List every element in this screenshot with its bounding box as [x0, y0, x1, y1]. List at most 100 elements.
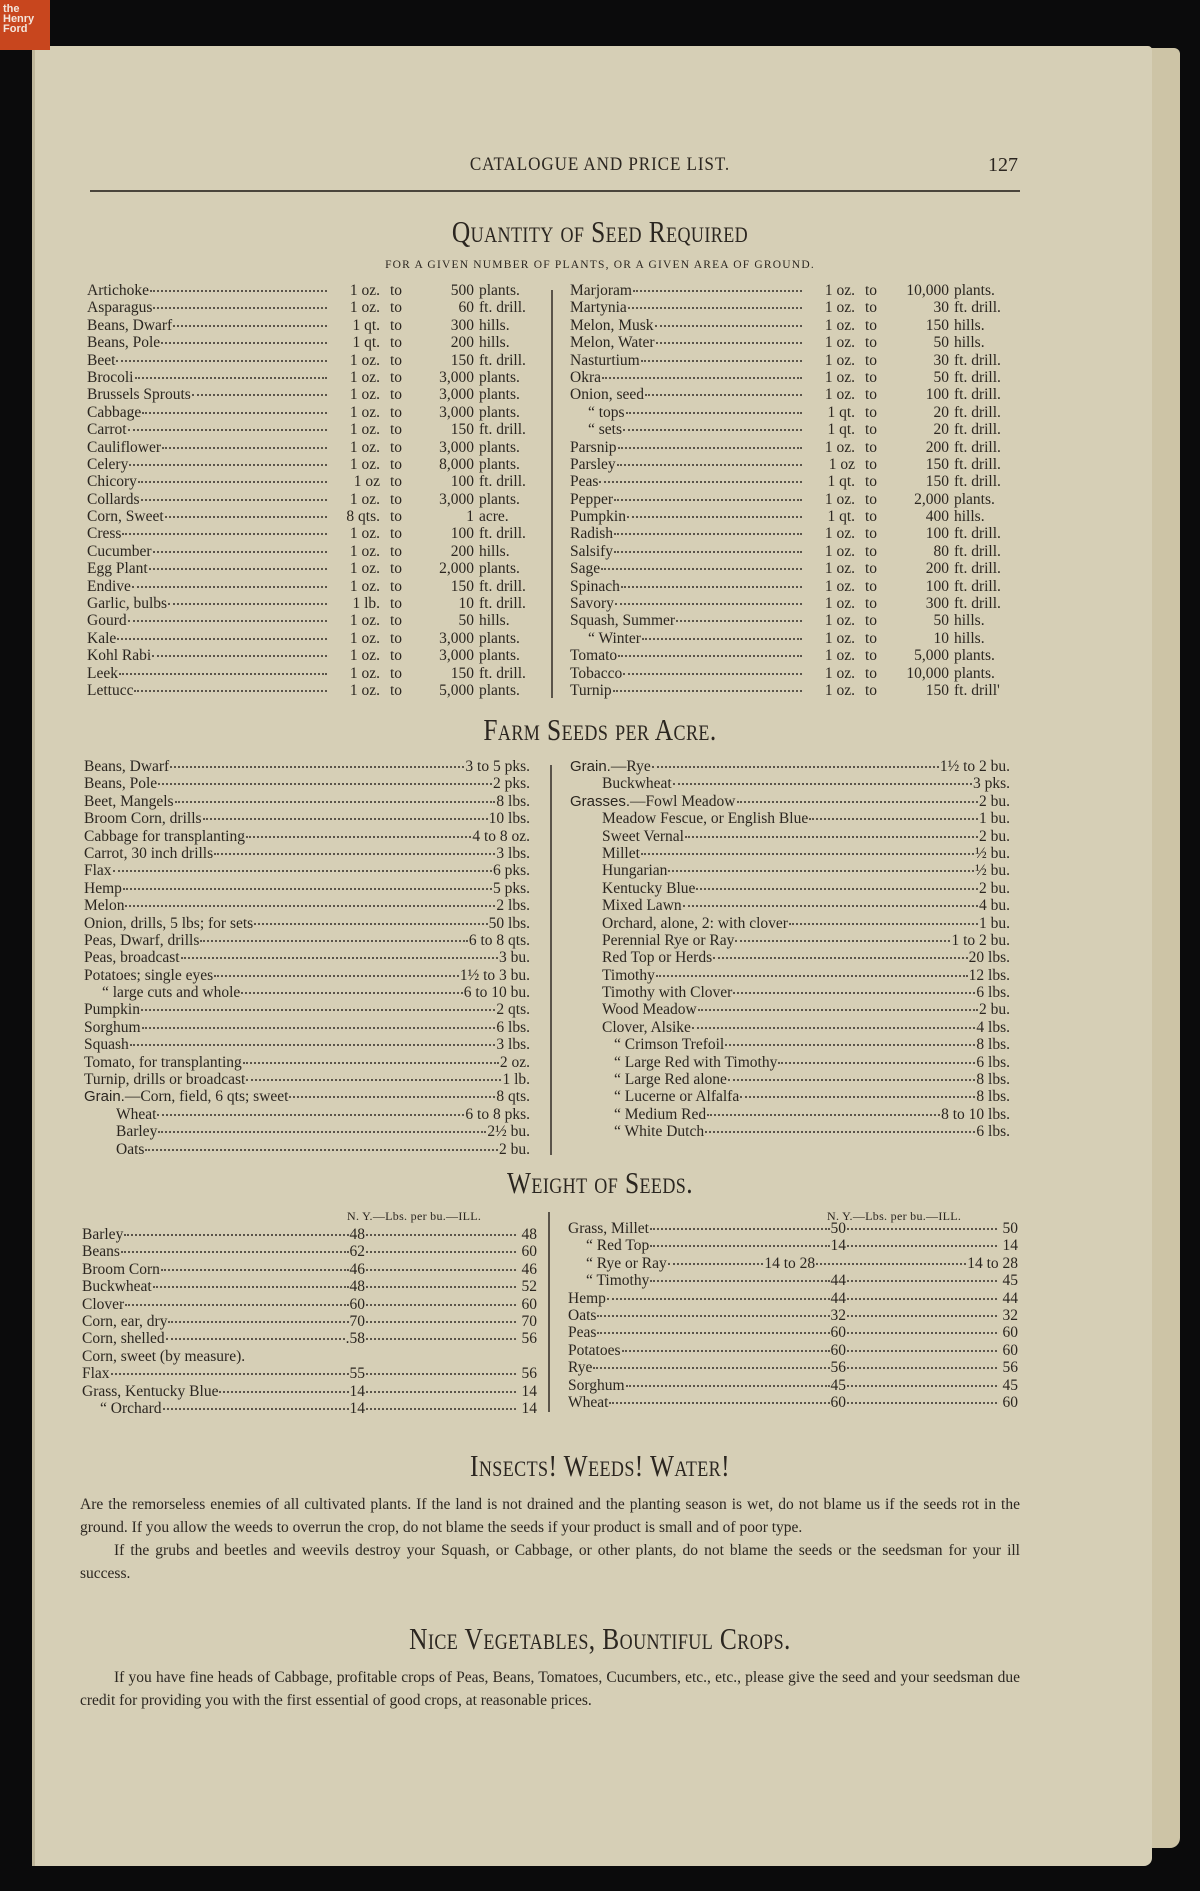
vegetables-section-title: Nice Vegetables, Bountiful Crops. — [409, 1621, 791, 1656]
ny-weight: 14 — [349, 1399, 366, 1417]
table-row: Celery 1 oz. to 8,000 plants. — [87, 456, 547, 473]
row-label: Pepper — [570, 490, 614, 508]
rate-per-acre: 1½ to 2 bu. — [939, 758, 1010, 775]
row-label: Meadow Fescue, or English Blue — [602, 810, 809, 828]
ill-weight: 46 — [521, 1260, 538, 1278]
table-row: Barley 48 48 — [82, 1226, 537, 1243]
ill-weight: 52 — [521, 1278, 538, 1296]
seed-quantity: 1 oz. — [349, 282, 380, 299]
dot-leader — [736, 800, 978, 803]
to-word: to — [389, 542, 403, 560]
dot-leader — [609, 1401, 830, 1404]
row-label: Hungarian — [602, 862, 668, 880]
ill-weight: 14 — [521, 1399, 538, 1417]
ny-weight: 46 — [349, 1260, 366, 1278]
seed-quantity: 1 oz. — [349, 351, 380, 369]
coverage-unit: hills. — [954, 316, 985, 334]
seed-quantity: 1 oz. — [824, 647, 855, 665]
table-row: Peas 1 qt. to 150 ft. drill. — [570, 473, 1022, 490]
coverage-amount: 5,000 — [439, 681, 474, 699]
dot-leader — [153, 307, 327, 310]
coverage-unit: plants. — [954, 664, 995, 682]
row-label: Peas, broadcast — [84, 949, 180, 967]
seed-quantity: 1 qt. — [827, 421, 855, 439]
table-row: “ Timothy 44 45 — [568, 1272, 1018, 1289]
dot-leader — [366, 1303, 516, 1306]
dot-leader — [134, 376, 327, 379]
row-label: “ Orchard — [100, 1399, 162, 1417]
table-row: Squash, Summer 1 oz. to 50 hills. — [570, 612, 1022, 629]
row-label: Okra — [570, 368, 601, 386]
to-word: to — [864, 282, 878, 299]
coverage-amount: 3,000 — [439, 403, 474, 421]
seed-quantity: 1 oz. — [349, 560, 380, 578]
rate-per-acre: 2 bu. — [979, 1001, 1010, 1019]
rate-per-acre: 20 lbs. — [968, 949, 1010, 967]
to-word: to — [389, 438, 403, 456]
dot-leader — [682, 905, 978, 908]
dot-leader — [125, 1303, 349, 1306]
weight-table-right: Grass, Millet 50 50 “ Red Top 14 14 “ Rye or R… — [568, 1220, 1018, 1411]
coverage-unit: ft. drill. — [479, 299, 526, 317]
ny-weight: 60 — [830, 1341, 847, 1359]
table-row: Oats 2 bu. — [84, 1141, 530, 1158]
rate-per-acre: 3 lbs. — [496, 844, 530, 862]
seed-quantity: 1 oz. — [824, 368, 855, 386]
coverage-unit: ft. drill. — [954, 403, 1001, 421]
table-row: Wheat 6 to 8 pks. — [84, 1106, 530, 1123]
row-label: Asparagus — [87, 299, 153, 317]
dot-leader — [645, 394, 802, 397]
rate-per-acre: 2 bu. — [499, 1140, 530, 1158]
coverage-unit: hills. — [479, 612, 510, 630]
seed-quantity: 1 qt. — [827, 473, 855, 491]
dot-leader — [200, 939, 468, 942]
dot-leader — [129, 463, 327, 466]
ill-weight: 48 — [521, 1226, 538, 1243]
seed-quantity: 1 oz. — [349, 647, 380, 665]
ill-weight: 14 — [1002, 1237, 1019, 1255]
row-label: Pumpkin — [570, 508, 626, 526]
row-label: Sage — [570, 560, 601, 578]
dot-leader — [129, 1044, 496, 1047]
dot-leader — [614, 550, 802, 553]
dot-leader — [654, 324, 802, 327]
ny-weight: 55 — [349, 1365, 366, 1383]
dot-leader — [625, 411, 802, 414]
dot-leader — [632, 290, 802, 292]
table-row: Tomato 1 oz. to 5,000 plants. — [570, 647, 1022, 664]
dot-leader — [847, 1401, 997, 1404]
row-label: Orchard, alone, 2: with clover — [602, 914, 788, 932]
to-word: to — [389, 299, 403, 317]
row-label: Tomato, for transplanting — [84, 1053, 242, 1071]
row-label: Mixed Lawn — [602, 897, 682, 915]
coverage-unit: plants. — [479, 647, 520, 665]
row-label: Cress — [87, 525, 122, 543]
rate-per-acre: 12 lbs. — [968, 966, 1010, 984]
table-row: Pepper 1 oz. to 2,000 plants. — [570, 491, 1022, 508]
coverage-unit: ft. drill. — [954, 386, 1001, 404]
quantity-table-right: Marjoram 1 oz. to 10,000 plants. Martynia 1 oz… — [570, 282, 1022, 699]
seed-quantity: 1 qt. — [827, 508, 855, 526]
coverage-unit: ft. drill. — [954, 421, 1001, 439]
table-row: Grasses.—Fowl Meadow 2 bu. — [570, 793, 1010, 810]
row-label: Grain.—Corn, field, 6 qts; sweet — [84, 1088, 288, 1105]
to-word: to — [389, 334, 403, 352]
coverage-unit: plants. — [479, 455, 520, 473]
dot-leader — [809, 818, 978, 821]
dot-leader — [626, 516, 802, 519]
table-row: Okra 1 oz. to 50 ft. drill. — [570, 369, 1022, 386]
row-label: Celery — [87, 455, 129, 473]
dot-leader — [214, 974, 459, 977]
rate-per-acre: 2 bu. — [979, 792, 1010, 810]
dot-leader — [116, 359, 327, 362]
dot-leader — [614, 603, 802, 606]
dot-leader — [366, 1234, 516, 1236]
row-label: Brussels Sprouts — [87, 386, 191, 404]
dot-leader — [366, 1268, 516, 1271]
coverage-unit: ft. drill. — [954, 473, 1001, 491]
row-label: Squash — [84, 1036, 129, 1054]
ny-weight: 14 — [830, 1237, 847, 1255]
coverage-unit: plants. — [954, 490, 995, 508]
row-label: Brocoli — [87, 368, 134, 386]
table-row: Cabbage 1 oz. to 3,000 plants. — [87, 404, 547, 421]
